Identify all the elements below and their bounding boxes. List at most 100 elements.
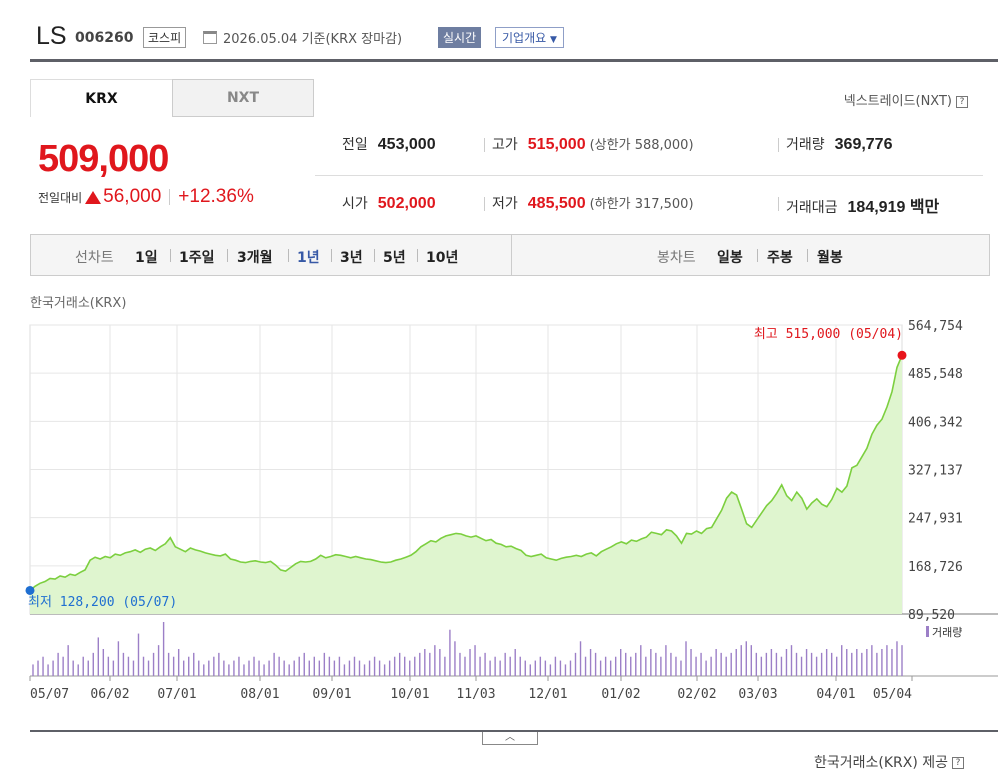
divider <box>417 249 418 262</box>
tab-divider <box>172 116 314 117</box>
period-1w[interactable]: 1주일 <box>179 250 215 266</box>
volume-bar <box>233 660 235 676</box>
period-1d[interactable]: 1일 <box>135 250 158 266</box>
chart-source: 한국거래소(KRX) <box>30 296 127 311</box>
volume-bar <box>579 641 582 676</box>
period-10y[interactable]: 10년 <box>426 250 459 266</box>
volume-bar <box>489 660 491 676</box>
y-tick-label: 168,726 <box>908 560 963 575</box>
volume-bar <box>529 664 531 676</box>
collapse-button[interactable]: ︿ <box>482 732 538 745</box>
period-1y[interactable]: 1년 <box>297 250 320 266</box>
volume-bar <box>876 652 878 676</box>
volume-bar <box>449 629 451 676</box>
divider <box>807 249 808 262</box>
chevron-down-icon: ▼ <box>550 35 557 45</box>
volume-bar <box>368 660 371 676</box>
candle-daily[interactable]: 일봉 <box>717 250 743 266</box>
volume-bar <box>630 656 632 676</box>
realtime-button[interactable]: 실시간 <box>438 27 482 48</box>
volume-bar <box>57 652 59 676</box>
candle-monthly[interactable]: 월봉 <box>817 250 843 266</box>
volume-bar <box>172 656 175 676</box>
price-area <box>30 355 902 614</box>
volume-bar <box>740 645 742 676</box>
period-3m[interactable]: 3개월 <box>237 250 273 266</box>
volume-bar <box>675 656 677 676</box>
volume-bar <box>383 664 386 676</box>
volume-bar <box>288 664 290 676</box>
volume-bar <box>705 660 707 676</box>
divider <box>511 235 512 275</box>
volume-bar <box>660 656 662 676</box>
provider-label: 한국거래소(KRX) 제공 <box>813 755 948 771</box>
period-3y[interactable]: 3년 <box>340 250 363 266</box>
volume-bar <box>373 656 376 676</box>
nxt-link[interactable]: 넥스트레이드(NXT)? <box>844 90 968 109</box>
period-5y[interactable]: 5년 <box>383 250 406 266</box>
volume-bar <box>866 649 868 676</box>
volume-bar <box>333 660 336 676</box>
volume-bar <box>524 660 526 676</box>
volume-bar <box>841 645 843 676</box>
volume-bar <box>363 664 366 676</box>
volume-legend: 거래량 <box>932 626 962 639</box>
volume-bar <box>87 660 89 676</box>
tab-nxt[interactable]: NXT <box>172 79 314 117</box>
volume-bar <box>700 652 702 676</box>
volume-bar <box>650 649 652 676</box>
divider <box>227 249 228 262</box>
candle-weekly[interactable]: 주봉 <box>767 250 793 266</box>
stat-high: 고가 515,000 (상한가 588,000) <box>492 134 694 154</box>
volume-bar <box>218 652 220 676</box>
volume-bar <box>343 664 346 676</box>
divider <box>484 197 485 211</box>
volume-bar <box>147 660 150 676</box>
volume-bar <box>584 656 587 676</box>
volume-bar <box>393 656 396 676</box>
volume-bar <box>228 664 230 676</box>
max-point <box>897 350 907 360</box>
volume-bar <box>132 660 135 676</box>
divider <box>484 138 485 152</box>
divider <box>778 138 779 152</box>
volume-bar <box>162 622 165 676</box>
stat-label: 전일 <box>342 137 368 153</box>
current-price: 509,000 <box>38 138 169 180</box>
volume-bar <box>710 656 712 676</box>
volume-bar <box>539 656 542 676</box>
volume-bar <box>318 660 321 676</box>
volume-bar <box>223 660 225 676</box>
market-badge: 코스피 <box>143 27 187 48</box>
period-bar: 선차트 1일 1주일 3개월 1년 3년 5년 10년 봉차트 일봉 주봉 월봉 <box>30 234 990 276</box>
volume-bar <box>574 652 577 676</box>
volume-bar <box>805 649 808 676</box>
tab-krx[interactable]: KRX <box>30 79 172 117</box>
chevron-up-icon: ︿ <box>505 732 515 743</box>
volume-bar <box>830 652 833 676</box>
volume-bar <box>188 656 190 676</box>
volume-bar <box>559 660 562 676</box>
company-info-dropdown[interactable]: 기업개요 ▼ <box>495 27 564 48</box>
volume-bar <box>780 656 783 676</box>
volume-bar <box>549 664 552 676</box>
volume-bar <box>77 664 79 676</box>
chart-bottom-border <box>30 730 998 732</box>
volume-bar <box>820 652 823 676</box>
help-icon[interactable]: ? <box>952 757 964 769</box>
divider <box>757 249 758 262</box>
volume-bar <box>785 649 788 676</box>
volume-bar <box>122 652 125 676</box>
volume-bar <box>117 641 120 676</box>
volume-bar <box>745 641 747 676</box>
x-tick-label: 03/03 <box>738 687 777 702</box>
stat-value: 453,000 <box>377 136 436 153</box>
y-tick-label: 406,342 <box>908 415 963 430</box>
help-icon[interactable]: ? <box>956 95 968 108</box>
x-tick-label: 05/07 <box>30 687 69 702</box>
price-chart[interactable]: 564,754 485,548 406,342 327,137 247,931 168,7… <box>0 0 998 730</box>
volume-bar <box>273 652 275 676</box>
price-line <box>29 354 903 592</box>
y-tick-label: 89,520 <box>908 608 955 623</box>
volume-bar <box>293 660 295 676</box>
